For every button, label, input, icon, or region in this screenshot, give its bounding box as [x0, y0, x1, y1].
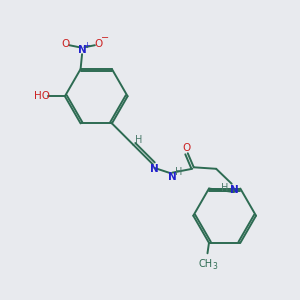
Text: HO: HO — [34, 91, 50, 101]
Text: CH: CH — [198, 259, 212, 269]
Text: N: N — [150, 164, 159, 174]
Text: +: + — [83, 41, 90, 50]
Text: −: − — [101, 33, 109, 43]
Text: 3: 3 — [212, 262, 217, 271]
Text: O: O — [94, 39, 103, 49]
Text: O: O — [182, 143, 190, 153]
Text: N: N — [168, 172, 177, 182]
Text: N: N — [78, 45, 86, 55]
Text: H: H — [175, 167, 182, 177]
Text: O: O — [61, 39, 70, 49]
Text: H: H — [135, 134, 142, 145]
Text: H: H — [221, 183, 229, 193]
Text: N: N — [230, 185, 239, 195]
